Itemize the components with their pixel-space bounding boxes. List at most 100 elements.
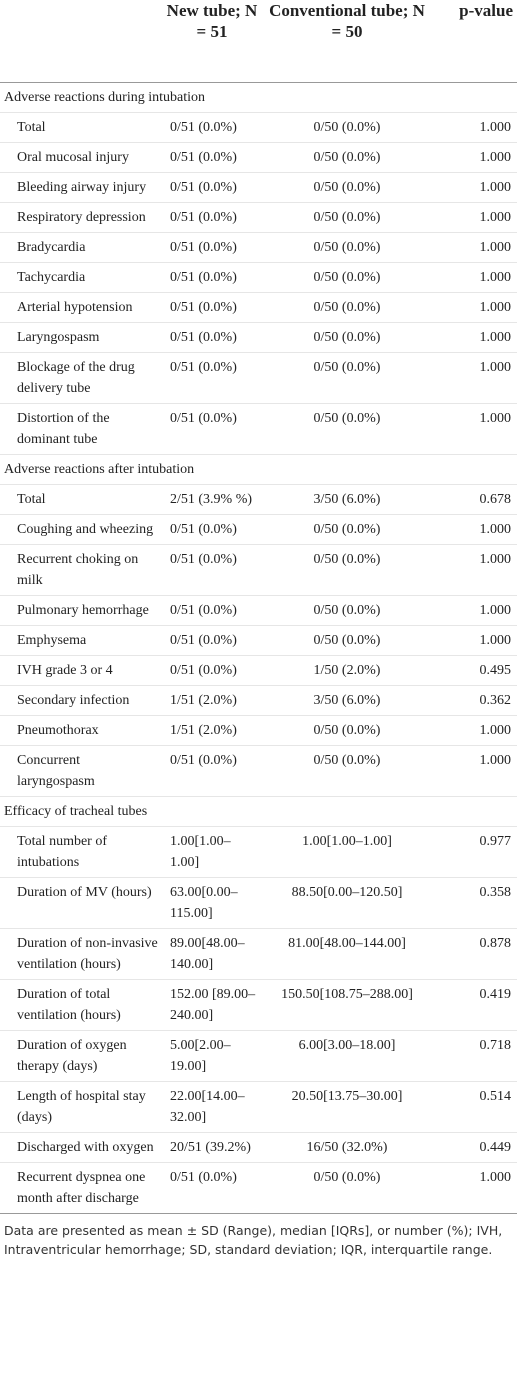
new-tube-value: 0/51 (0.0%) xyxy=(162,514,262,545)
conventional-value: 150.50[108.75–288.00] xyxy=(262,979,432,1031)
data-row: Length of hospital stay (days) 22.00[14.0… xyxy=(0,1081,517,1133)
p-value: 0.419 xyxy=(432,979,517,1031)
conventional-value: 3/50 (6.0%) xyxy=(262,685,432,716)
p-value: 0.495 xyxy=(432,655,517,686)
header-blank xyxy=(0,0,162,83)
data-row: Distortion of the dominant tube 0/51 (0.0… xyxy=(0,403,517,455)
row-label: Total xyxy=(0,112,162,143)
new-tube-value: 0/51 (0.0%) xyxy=(162,202,262,233)
row-label: Arterial hypotension xyxy=(0,292,162,323)
conventional-value: 0/50 (0.0%) xyxy=(262,1162,432,1214)
new-tube-value: 0/51 (0.0%) xyxy=(162,403,262,455)
table-body: Adverse reactions during intubation Total… xyxy=(0,82,517,1214)
data-row: Duration of total ventilation (hours) 152… xyxy=(0,979,517,1031)
footnote: Data are presented as mean ± SD (Range),… xyxy=(4,1223,503,1257)
new-tube-value: 0/51 (0.0%) xyxy=(162,745,262,797)
row-label: IVH grade 3 or 4 xyxy=(0,655,162,686)
row-label: Pneumothorax xyxy=(0,715,162,746)
new-tube-value: 1.00[1.00–1.00] xyxy=(162,826,262,878)
p-value: 0.718 xyxy=(432,1030,517,1082)
new-tube-value: 0/51 (0.0%) xyxy=(162,544,262,596)
new-tube-value: 0/51 (0.0%) xyxy=(162,292,262,323)
conventional-value: 0/50 (0.0%) xyxy=(262,202,432,233)
conventional-value: 0/50 (0.0%) xyxy=(262,142,432,173)
conventional-value: 0/50 (0.0%) xyxy=(262,262,432,293)
column-header: New tube; N = 51 xyxy=(162,0,262,83)
conventional-value: 0/50 (0.0%) xyxy=(262,322,432,353)
p-value: 0.358 xyxy=(432,877,517,929)
data-row: Pulmonary hemorrhage 0/51 (0.0%) 0/50 (0.0… xyxy=(0,595,517,626)
new-tube-value: 0/51 (0.0%) xyxy=(162,172,262,203)
row-label: Length of hospital stay (days) xyxy=(0,1081,162,1133)
data-row: Duration of non-invasive ventilation (ho… xyxy=(0,928,517,980)
row-label: Duration of MV (hours) xyxy=(0,877,162,929)
p-value: 0.514 xyxy=(432,1081,517,1133)
data-row: Emphysema 0/51 (0.0%) 0/50 (0.0%) 1.000 xyxy=(0,625,517,656)
new-tube-value: 0/51 (0.0%) xyxy=(162,655,262,686)
data-row: Oral mucosal injury 0/51 (0.0%) 0/50 (0.0%… xyxy=(0,142,517,173)
data-row: Total number of intubations 1.00[1.00–1.0… xyxy=(0,826,517,878)
row-label: Secondary infection xyxy=(0,685,162,716)
data-table: New tube; N = 51 Conventional tube; N = … xyxy=(0,0,517,1214)
new-tube-value: 0/51 (0.0%) xyxy=(162,142,262,173)
section-title: Adverse reactions during intubation xyxy=(0,82,517,113)
data-row: Blockage of the drug delivery tube 0/51 (… xyxy=(0,352,517,404)
row-label: Duration of oxygen therapy (days) xyxy=(0,1030,162,1082)
data-row: Concurrent laryngospasm 0/51 (0.0%) 0/50 (… xyxy=(0,745,517,797)
data-row: Laryngospasm 0/51 (0.0%) 0/50 (0.0%) 1.000 xyxy=(0,322,517,353)
new-tube-value: 1/51 (2.0%) xyxy=(162,685,262,716)
p-value: 1.000 xyxy=(432,142,517,173)
data-row: Total 0/51 (0.0%) 0/50 (0.0%) 1.000 xyxy=(0,112,517,143)
new-tube-value: 0/51 (0.0%) xyxy=(162,112,262,143)
conventional-value: 0/50 (0.0%) xyxy=(262,292,432,323)
column-header: p-value xyxy=(432,0,517,83)
section-row: Adverse reactions during intubation xyxy=(0,82,517,113)
data-row: Respiratory depression 0/51 (0.0%) 0/50 (0… xyxy=(0,202,517,233)
conventional-value: 0/50 (0.0%) xyxy=(262,112,432,143)
row-label: Recurrent choking on milk xyxy=(0,544,162,596)
row-label: Respiratory depression xyxy=(0,202,162,233)
p-value: 0.977 xyxy=(432,826,517,878)
conventional-value: 0/50 (0.0%) xyxy=(262,625,432,656)
conventional-value: 88.50[0.00–120.50] xyxy=(262,877,432,929)
conventional-value: 0/50 (0.0%) xyxy=(262,403,432,455)
row-label: Coughing and wheezing xyxy=(0,514,162,545)
data-row: Secondary infection 1/51 (2.0%) 3/50 (6.0%… xyxy=(0,685,517,716)
new-tube-value: 89.00[48.00–140.00] xyxy=(162,928,262,980)
row-label: Laryngospasm xyxy=(0,322,162,353)
data-row: IVH grade 3 or 4 0/51 (0.0%) 1/50 (2.0%) 0.… xyxy=(0,655,517,686)
conventional-value: 0/50 (0.0%) xyxy=(262,232,432,263)
new-tube-value: 5.00[2.00–19.00] xyxy=(162,1030,262,1082)
row-label: Duration of non-invasive ventilation (ho… xyxy=(0,928,162,980)
data-row: Tachycardia 0/51 (0.0%) 0/50 (0.0%) 1.000 xyxy=(0,262,517,293)
p-value: 1.000 xyxy=(432,403,517,455)
p-value: 0.362 xyxy=(432,685,517,716)
new-tube-value: 0/51 (0.0%) xyxy=(162,625,262,656)
conventional-value: 6.00[3.00–18.00] xyxy=(262,1030,432,1082)
data-row: Recurrent choking on milk 0/51 (0.0%) 0/50… xyxy=(0,544,517,596)
section-title: Adverse reactions after intubation xyxy=(0,454,517,485)
conventional-value: 3/50 (6.0%) xyxy=(262,484,432,515)
p-value: 1.000 xyxy=(432,262,517,293)
row-label: Pulmonary hemorrhage xyxy=(0,595,162,626)
p-value: 1.000 xyxy=(432,544,517,596)
p-value: 1.000 xyxy=(432,232,517,263)
conventional-value: 0/50 (0.0%) xyxy=(262,745,432,797)
row-label: Distortion of the dominant tube xyxy=(0,403,162,455)
new-tube-value: 0/51 (0.0%) xyxy=(162,262,262,293)
row-label: Concurrent laryngospasm xyxy=(0,745,162,797)
row-label: Tachycardia xyxy=(0,262,162,293)
row-label: Bleeding airway injury xyxy=(0,172,162,203)
conventional-value: 0/50 (0.0%) xyxy=(262,595,432,626)
data-row: Total 2/51 (3.9% %) 3/50 (6.0%) 0.678 xyxy=(0,484,517,515)
conventional-value: 0/50 (0.0%) xyxy=(262,172,432,203)
section-row: Efficacy of tracheal tubes xyxy=(0,796,517,827)
conventional-value: 16/50 (32.0%) xyxy=(262,1132,432,1163)
row-label: Recurrent dyspnea one month after discha… xyxy=(0,1162,162,1214)
conventional-value: 0/50 (0.0%) xyxy=(262,352,432,404)
data-row: Duration of MV (hours) 63.00[0.00–115.00]… xyxy=(0,877,517,929)
data-row: Arterial hypotension 0/51 (0.0%) 0/50 (0.0… xyxy=(0,292,517,323)
new-tube-value: 22.00[14.00–32.00] xyxy=(162,1081,262,1133)
conventional-value: 20.50[13.75–30.00] xyxy=(262,1081,432,1133)
